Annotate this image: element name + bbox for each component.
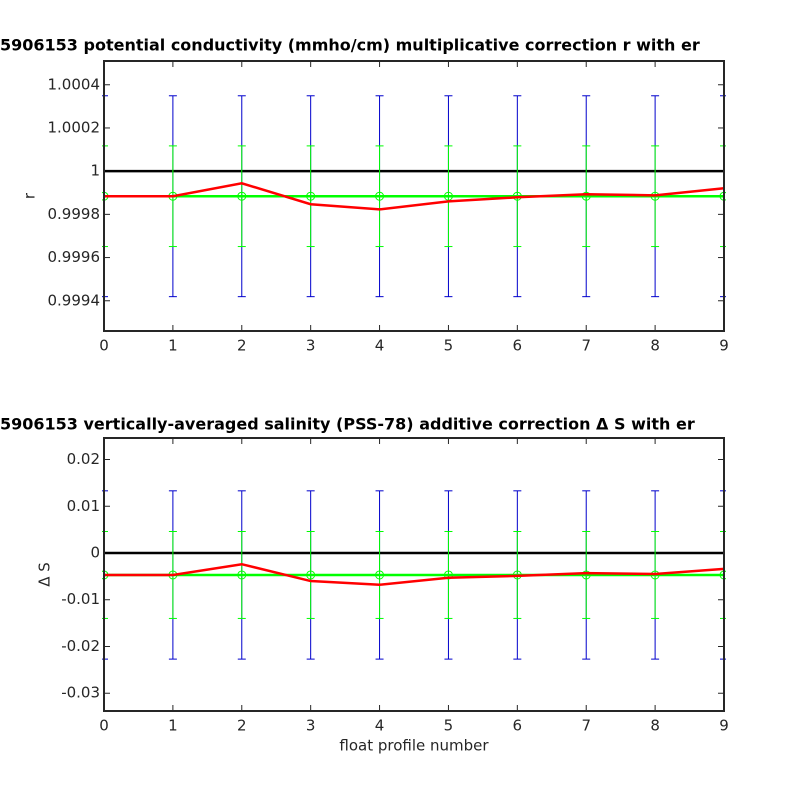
chart-title: 5906153 potential conductivity (mmho/cm)…: [0, 36, 700, 55]
y-tick-label: 0.9996: [48, 248, 101, 266]
x-tick-label: 3: [306, 717, 316, 735]
x-tick-label: 2: [237, 337, 247, 355]
x-tick-label: 2: [237, 717, 247, 735]
y-tick-label: 0.02: [67, 450, 100, 468]
x-tick-label: 1: [168, 717, 178, 735]
x-tick-label: 1: [168, 337, 178, 355]
y-tick-label: 1.0002: [48, 118, 101, 136]
x-tick-label: 6: [513, 337, 523, 355]
x-tick-label: 3: [306, 337, 316, 355]
x-tick-label: 8: [650, 717, 660, 735]
x-tick-label: 5: [444, 717, 454, 735]
x-tick-label: 6: [513, 717, 523, 735]
x-tick-label: 5: [444, 337, 454, 355]
y-axis-label: r: [21, 192, 39, 199]
axes-box: [103, 437, 725, 712]
marker: [306, 191, 316, 201]
x-tick-label: 7: [581, 337, 591, 355]
x-tick-label: 4: [375, 717, 385, 735]
x-tick-label: 0: [99, 337, 109, 355]
x-tick-label: 9: [719, 337, 729, 355]
marker: [375, 191, 385, 201]
y-tick-label: -0.02: [61, 637, 100, 655]
y-tick-label: -0.01: [61, 590, 100, 608]
x-tick-label: 9: [719, 717, 729, 735]
x-tick-label: 4: [375, 337, 385, 355]
marker: [581, 570, 591, 580]
y-tick-label: 0.9998: [48, 205, 101, 223]
series-line: [104, 181, 725, 211]
y-tick-label: -0.03: [61, 684, 100, 702]
y-tick-label: 1: [90, 162, 100, 180]
marker: [237, 570, 247, 580]
y-tick-label: 0.9994: [48, 291, 101, 309]
marker: [306, 570, 316, 580]
marker: [375, 570, 385, 580]
series-line: [104, 562, 725, 587]
chart-title: 5906153 vertically-averaged salinity (PS…: [0, 415, 695, 434]
marker: [237, 191, 247, 201]
x-tick-label: 8: [650, 337, 660, 355]
y-tick-label: 0.01: [67, 497, 100, 515]
marker: [581, 191, 591, 201]
y-tick-label: 1.0004: [48, 75, 101, 93]
y-tick-label: 0: [90, 543, 100, 561]
axes-box: [103, 60, 725, 332]
y-axis-label: Δ S: [36, 562, 54, 587]
x-tick-label: 0: [99, 717, 109, 735]
x-axis-label: float profile number: [339, 737, 489, 755]
x-tick-label: 7: [581, 717, 591, 735]
plot-content: [102, 95, 726, 298]
